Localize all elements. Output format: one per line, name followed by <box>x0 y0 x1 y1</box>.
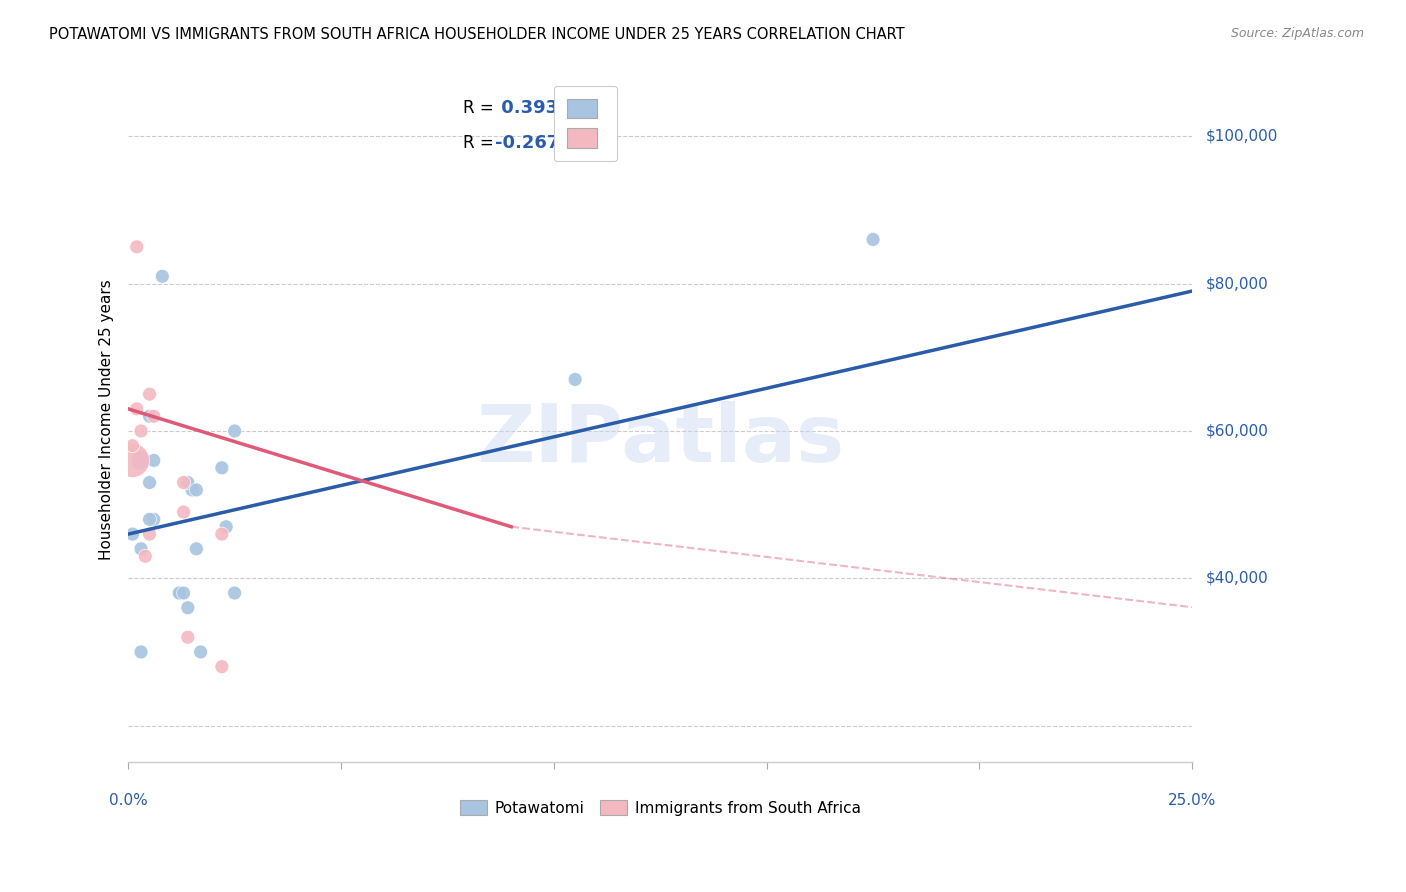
Text: $40,000: $40,000 <box>1206 571 1268 586</box>
Point <box>142 512 165 526</box>
Point <box>211 527 233 541</box>
Point <box>134 549 156 564</box>
Text: -0.267: -0.267 <box>495 134 560 152</box>
Point <box>211 659 233 673</box>
Point <box>138 409 160 424</box>
Point <box>173 475 195 490</box>
Text: POTAWATOMI VS IMMIGRANTS FROM SOUTH AFRICA HOUSEHOLDER INCOME UNDER 25 YEARS COR: POTAWATOMI VS IMMIGRANTS FROM SOUTH AFRI… <box>49 27 905 42</box>
Text: N =: N = <box>548 99 596 117</box>
Text: $80,000: $80,000 <box>1206 277 1268 291</box>
Point <box>173 586 195 600</box>
Text: ZIPatlas: ZIPatlas <box>477 401 845 480</box>
Point <box>121 439 143 453</box>
Point <box>177 475 200 490</box>
Point <box>129 453 152 467</box>
Point <box>125 240 148 254</box>
Text: 14: 14 <box>581 134 606 152</box>
Point <box>129 541 152 556</box>
Point <box>173 505 195 519</box>
Point <box>862 232 884 246</box>
Point <box>564 372 586 386</box>
Point <box>129 645 152 659</box>
Text: $100,000: $100,000 <box>1206 128 1278 144</box>
Point <box>224 424 246 438</box>
Point <box>138 475 160 490</box>
Point <box>129 424 152 438</box>
Point <box>121 527 143 541</box>
Text: 25.0%: 25.0% <box>1168 793 1216 808</box>
Text: R =: R = <box>464 99 499 117</box>
Point <box>224 586 246 600</box>
Legend: Potawatomi, Immigrants from South Africa: Potawatomi, Immigrants from South Africa <box>451 792 869 823</box>
Point <box>138 512 160 526</box>
Point <box>215 520 238 534</box>
Point <box>138 527 160 541</box>
Point <box>142 453 165 467</box>
Point <box>181 483 204 497</box>
Text: Source: ZipAtlas.com: Source: ZipAtlas.com <box>1230 27 1364 40</box>
Point <box>186 483 208 497</box>
Text: 25: 25 <box>581 99 606 117</box>
Text: N =: N = <box>548 134 596 152</box>
Point <box>121 453 143 467</box>
Point <box>150 269 173 284</box>
Point <box>125 401 148 416</box>
Text: 0.393: 0.393 <box>495 99 558 117</box>
Text: R =: R = <box>464 134 499 152</box>
Y-axis label: Householder Income Under 25 years: Householder Income Under 25 years <box>100 279 114 560</box>
Point <box>211 460 233 475</box>
Point <box>186 541 208 556</box>
Text: 0.0%: 0.0% <box>108 793 148 808</box>
Point <box>169 586 191 600</box>
Point <box>177 600 200 615</box>
Point <box>190 645 212 659</box>
Point <box>177 630 200 644</box>
Text: $60,000: $60,000 <box>1206 424 1270 439</box>
Point <box>169 586 191 600</box>
Point <box>142 409 165 424</box>
Point <box>138 387 160 401</box>
